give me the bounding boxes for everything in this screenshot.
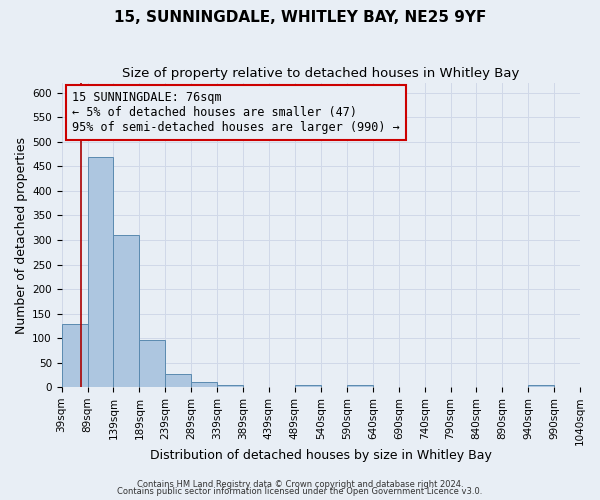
Text: Contains HM Land Registry data © Crown copyright and database right 2024.: Contains HM Land Registry data © Crown c… <box>137 480 463 489</box>
Title: Size of property relative to detached houses in Whitley Bay: Size of property relative to detached ho… <box>122 68 520 80</box>
Text: 15, SUNNINGDALE, WHITLEY BAY, NE25 9YF: 15, SUNNINGDALE, WHITLEY BAY, NE25 9YF <box>114 10 486 25</box>
Bar <box>528 384 554 387</box>
Bar <box>295 384 321 387</box>
Bar <box>217 384 243 387</box>
Bar <box>191 382 217 387</box>
Text: Contains public sector information licensed under the Open Government Licence v3: Contains public sector information licen… <box>118 488 482 496</box>
Y-axis label: Number of detached properties: Number of detached properties <box>15 136 28 334</box>
X-axis label: Distribution of detached houses by size in Whitley Bay: Distribution of detached houses by size … <box>150 450 492 462</box>
Bar <box>62 324 88 387</box>
Bar <box>113 234 139 387</box>
Bar <box>347 384 373 387</box>
Text: 15 SUNNINGDALE: 76sqm
← 5% of detached houses are smaller (47)
95% of semi-detac: 15 SUNNINGDALE: 76sqm ← 5% of detached h… <box>72 90 400 134</box>
Bar <box>139 340 165 387</box>
Bar <box>165 374 191 387</box>
Bar <box>88 156 113 387</box>
